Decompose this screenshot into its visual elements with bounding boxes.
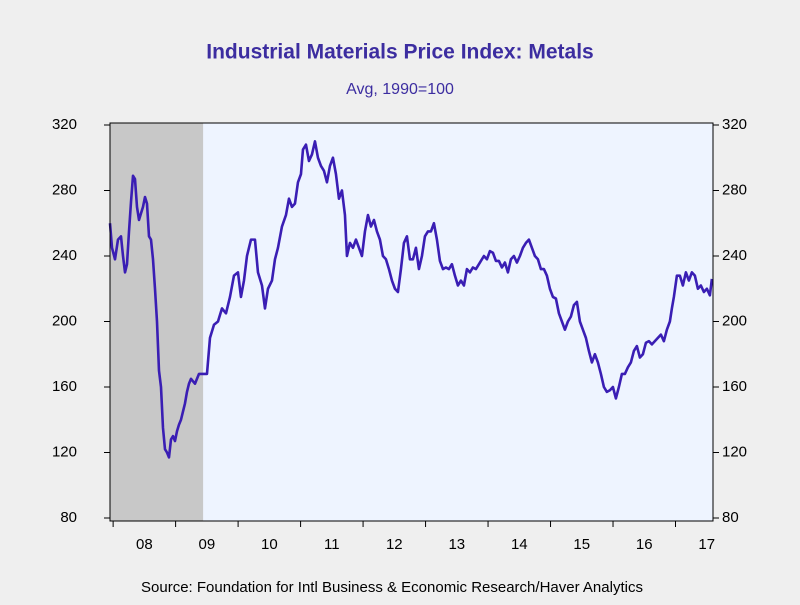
y2-tick-label: 200: [722, 312, 747, 329]
y2-tick-label: 280: [722, 181, 747, 198]
x-tick-label: 16: [636, 536, 653, 553]
y-tick-label: 240: [52, 247, 77, 264]
y2-tick-label: 120: [722, 443, 747, 460]
chart-subtitle: Avg, 1990=100: [346, 81, 454, 98]
y-tick-label: 320: [52, 116, 77, 133]
y2-tick-label: 160: [722, 378, 747, 395]
y-tick-label: 280: [52, 181, 77, 198]
plot-area: [110, 123, 713, 521]
x-tick-label: 13: [448, 536, 465, 553]
x-tick-label: 14: [511, 536, 528, 553]
y2-tick-label: 320: [722, 116, 747, 133]
series-line: [108, 140, 714, 459]
x-tick-label: 11: [324, 536, 340, 553]
x-tick-label: 17: [698, 536, 715, 553]
chart-title: Industrial Materials Price Index: Metals: [206, 41, 593, 64]
x-tick-label: 09: [199, 536, 216, 553]
y-tick-label: 200: [52, 312, 77, 329]
source-note: Source: Foundation for Intl Business & E…: [141, 579, 643, 596]
y-tick-label: 80: [60, 509, 77, 526]
x-tick-label: 12: [386, 536, 403, 553]
x-tick-label: 08: [136, 536, 153, 553]
x-tick-label: 10: [261, 536, 278, 553]
y2-tick-label: 240: [722, 247, 747, 264]
y2-tick-label: 80: [722, 509, 739, 526]
y-tick-label: 120: [52, 443, 77, 460]
plot-border: [109, 122, 714, 522]
y-tick-label: 160: [52, 378, 77, 395]
x-tick-label: 15: [573, 536, 590, 553]
